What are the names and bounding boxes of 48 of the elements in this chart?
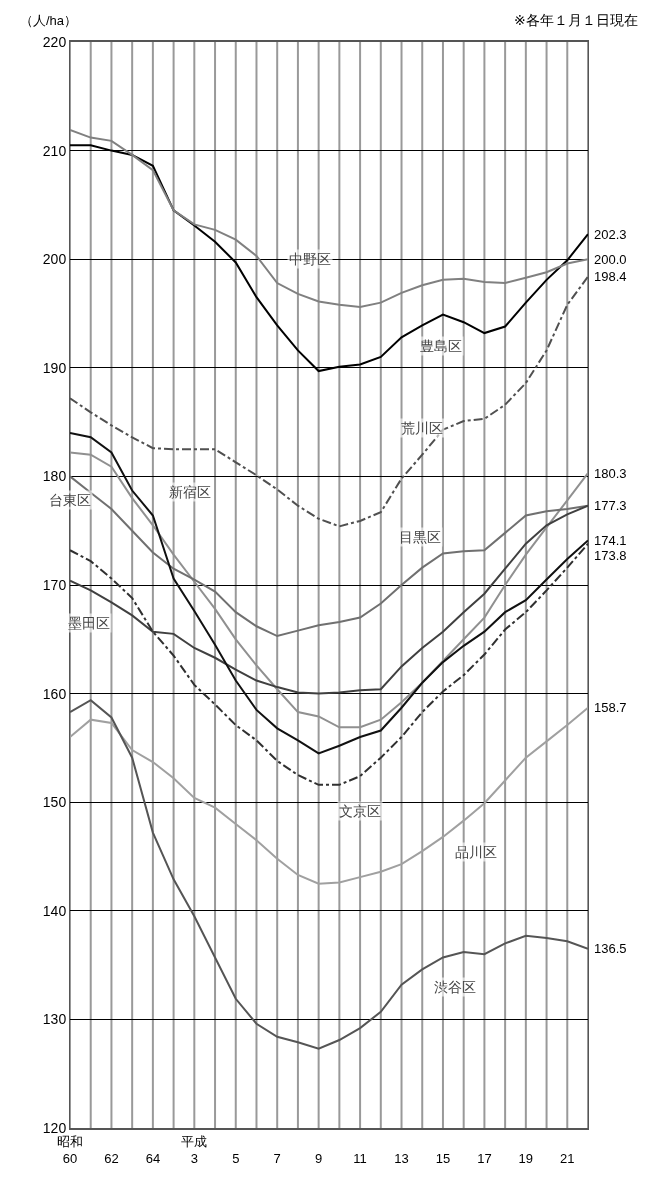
y-tick-label: 180	[42, 468, 67, 485]
x-tick-label: 7	[273, 1150, 281, 1166]
x-tick-label: 11	[353, 1150, 367, 1166]
y-axis-title: （人/ha）	[20, 13, 78, 28]
x-tick-label: 62	[104, 1150, 119, 1166]
x-tick-label: 5	[232, 1150, 240, 1166]
annotation: 台東区	[49, 492, 91, 508]
x-tick-label: 19	[518, 1150, 534, 1166]
text: ※各年１月１日現在	[514, 12, 638, 28]
line-series	[70, 542, 588, 786]
annotation: 新宿区	[169, 484, 211, 500]
y-tick-label: 130	[42, 1011, 67, 1028]
y-tick-label: 220	[42, 33, 67, 50]
annotation: 荒川区	[401, 420, 443, 436]
annotation: 豊島区	[420, 338, 462, 354]
x-tick-label: 64	[145, 1150, 161, 1166]
y-tick-label: 170	[42, 576, 67, 593]
annotation: 中野区	[289, 251, 331, 267]
data-label: 174.1	[594, 533, 627, 548]
data-label: 177.3	[594, 498, 627, 513]
y-tick-label: 190	[42, 359, 67, 376]
annotation: 文京区	[339, 803, 381, 819]
data-label: 158.7	[594, 700, 627, 715]
x-tick-label: 13	[394, 1150, 409, 1166]
annotation: 品川区	[455, 844, 497, 860]
line-series	[70, 128, 588, 308]
y-tick-label: 210	[42, 142, 67, 159]
y-tick-label: 120	[42, 1119, 67, 1136]
x-tick-label: 昭和 60	[57, 1133, 83, 1166]
annotation: 墨田区	[68, 615, 110, 631]
annotation: 渋谷区	[434, 979, 476, 995]
data-label: 202.3	[594, 227, 627, 242]
data-label: 173.8	[594, 548, 627, 563]
data-label: 200.0	[594, 252, 627, 267]
y-tick-label: 140	[42, 902, 67, 919]
x-tick-label: 15	[435, 1150, 451, 1166]
line-series	[70, 144, 588, 373]
data-label: 198.4	[594, 269, 627, 284]
x-tick-label: 平成 3	[181, 1133, 208, 1166]
y-tick-label: 200	[42, 251, 67, 268]
y-tick-label: 160	[42, 685, 67, 702]
data-label: 136.5	[594, 941, 627, 956]
x-tick-label: 17	[477, 1150, 492, 1166]
annotation: 目黒区	[399, 529, 441, 545]
data-label: 180.3	[594, 466, 627, 481]
x-tick-label: 21	[560, 1150, 575, 1166]
x-tick-label: 9	[315, 1150, 323, 1166]
y-tick-label: 150	[42, 794, 67, 811]
